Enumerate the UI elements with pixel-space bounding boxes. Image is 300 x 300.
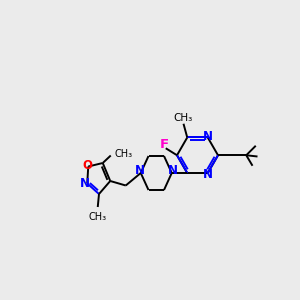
Text: CH₃: CH₃ (115, 148, 133, 158)
Text: N: N (80, 177, 90, 190)
Text: CH₃: CH₃ (89, 212, 107, 222)
Text: F: F (160, 138, 169, 151)
Text: CH₃: CH₃ (174, 113, 193, 123)
Text: N: N (168, 164, 178, 177)
Text: O: O (83, 158, 93, 172)
Text: N: N (203, 130, 213, 143)
Text: N: N (203, 167, 213, 181)
Text: N: N (134, 164, 145, 177)
